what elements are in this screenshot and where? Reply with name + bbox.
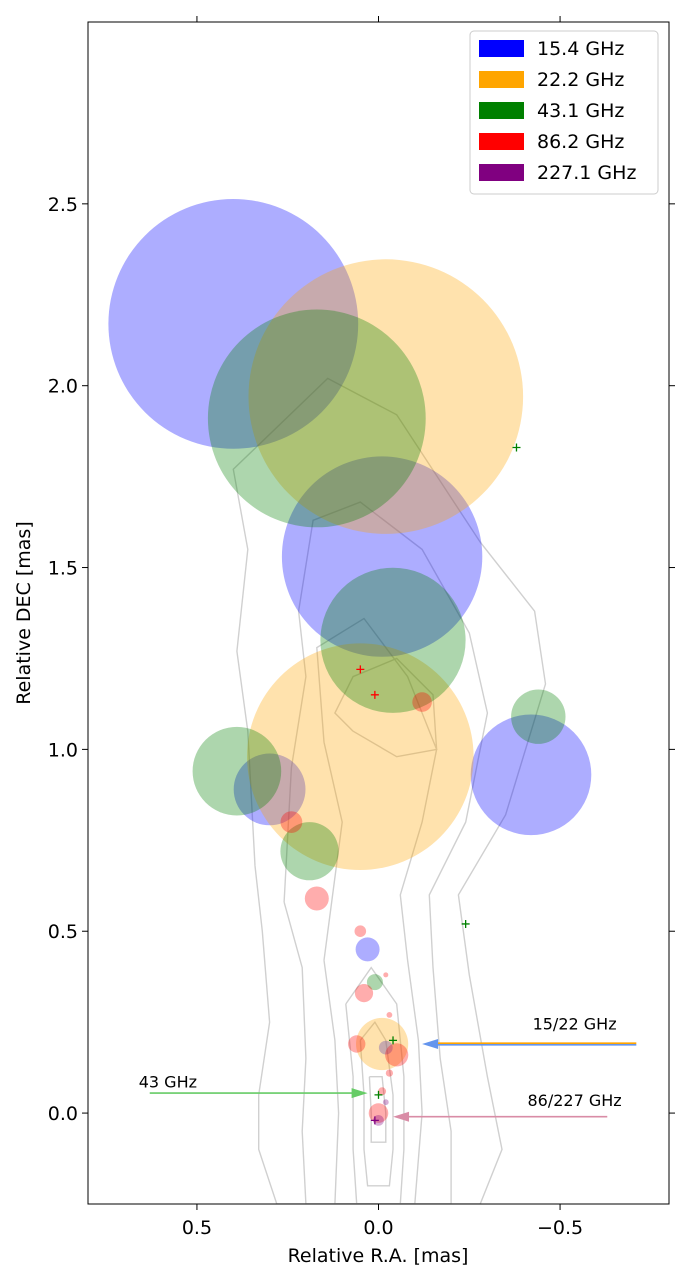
component-3-2 (304, 886, 329, 911)
legend: 15.4 GHz 22.2 GHz 43.1 GHz 86.2 GHz 227.1 GH… (469, 30, 659, 195)
legend-label-0: 15.4 GHz (537, 38, 624, 60)
component-2-5 (366, 974, 383, 991)
component-0-4 (355, 937, 380, 962)
position-marker-5 (374, 1090, 383, 1099)
annotation-label-0: 15/22 GHz (533, 1014, 617, 1033)
component-3-4 (354, 984, 374, 1003)
component-3-9 (383, 972, 389, 978)
position-marker-4 (389, 1036, 398, 1045)
component-2-2 (192, 726, 282, 816)
annotation-arrow-head-2 (393, 1111, 410, 1122)
component-3-7 (368, 1103, 389, 1123)
component-2-4 (511, 689, 566, 744)
component-3-5 (348, 1035, 366, 1053)
x-axis-label: Relative R.A. [mas] (288, 1245, 469, 1267)
legend-swatch-1 (479, 71, 524, 88)
annotation-label-1: 43 GHz (139, 1073, 197, 1092)
component-0-3 (233, 753, 306, 826)
intensity-contours (232, 377, 547, 1204)
component-3-11 (378, 1087, 387, 1096)
component-0-0 (108, 199, 359, 449)
component-1-2 (356, 1017, 409, 1071)
position-marker-3 (370, 690, 379, 699)
legend-swatch-0 (479, 40, 524, 57)
y-tick-label-5: 2.5 (48, 194, 78, 216)
legend-label-1: 22.2 GHz (537, 69, 624, 91)
contour-5 (359, 1020, 394, 1187)
component-2-0 (207, 309, 426, 528)
contour-3 (334, 657, 438, 758)
legend-swatch-2 (479, 102, 524, 119)
x-tick-label-0: 0.5 (182, 1217, 212, 1239)
component-3-1 (280, 811, 303, 833)
component-1-1 (246, 643, 474, 870)
legend-label-4: 227.1 GHz (537, 162, 636, 184)
component-3-6 (385, 1043, 409, 1067)
y-tick-label-0: 0.0 (48, 1103, 78, 1125)
contour-1 (283, 501, 489, 1204)
model-components (108, 199, 592, 1126)
y-tick-label-2: 1.0 (48, 739, 78, 761)
plot-area: 15/22 GHz 43 GHz 86/227 GHz (108, 199, 637, 1204)
legend-label-2: 43.1 GHz (537, 100, 624, 122)
x-tick-label-1: 0.0 (363, 1217, 393, 1239)
contour-6 (368, 1076, 387, 1143)
y-tick-label-3: 1.5 (48, 558, 78, 580)
contour-2 (316, 617, 438, 1204)
y-axis-label: Relative DEC [mas] (13, 521, 35, 704)
component-0-1 (281, 456, 483, 657)
component-2-1 (320, 567, 466, 713)
component-1-0 (248, 259, 524, 534)
annotation-arrow-head-1 (351, 1088, 368, 1099)
x-tick-label-2: −0.5 (537, 1217, 583, 1239)
position-marker-1 (461, 919, 470, 928)
component-3-8 (386, 1012, 393, 1018)
legend-swatch-4 (479, 164, 524, 181)
position-marker-2 (356, 665, 365, 674)
legend-label-3: 86.2 GHz (537, 131, 624, 153)
axis-ticks: 0.5 0.0 −0.5 0.0 0.5 1.0 1.5 2.0 2.5 (48, 16, 675, 1239)
component-3-3 (354, 925, 367, 937)
annotation-arrow-head-0 (422, 1038, 439, 1049)
component-3-0 (412, 692, 432, 712)
frequency-annotations: 15/22 GHz 43 GHz 86/227 GHz (139, 1014, 637, 1122)
component-3-10 (385, 1069, 393, 1077)
component-markers (356, 443, 521, 1125)
component-0-2 (470, 714, 592, 836)
annotation-label-2: 86/227 GHz (527, 1091, 621, 1110)
component-4-1 (382, 1099, 389, 1106)
component-2-3 (280, 822, 339, 881)
contour-0 (232, 377, 547, 1204)
y-tick-label-1: 0.5 (48, 921, 78, 943)
legend-swatch-3 (479, 133, 524, 150)
position-marker-6 (370, 1116, 379, 1125)
component-0-5 (378, 1040, 393, 1055)
position-marker-0 (512, 443, 521, 452)
contour-4 (345, 966, 405, 1204)
y-tick-label-4: 2.0 (48, 376, 78, 398)
